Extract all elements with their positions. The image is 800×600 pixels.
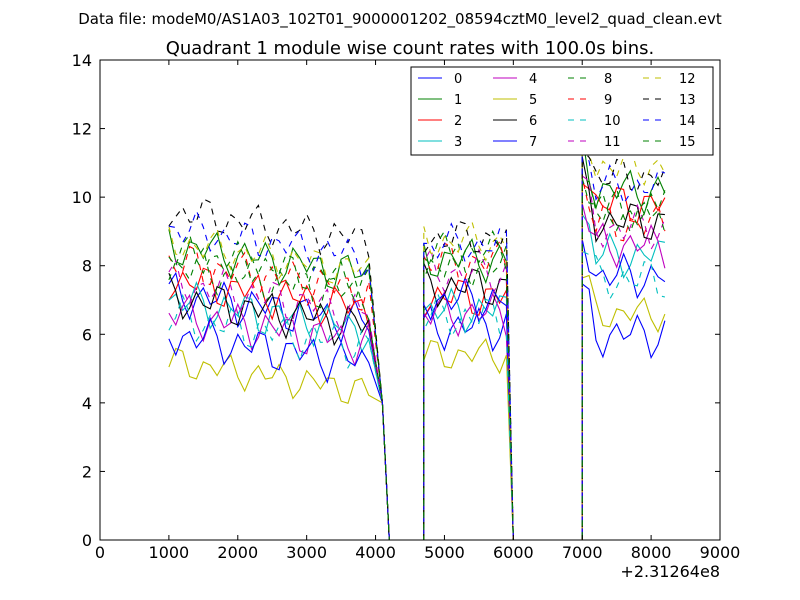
legend-label: 14 xyxy=(679,114,696,129)
y-tick-label: 4 xyxy=(82,394,92,413)
axis-ticks: 0 1000 2000 3000 4000 5000 6000 7000 8000 9000 0 2 4… xyxy=(72,51,741,562)
legend-label: 13 xyxy=(679,93,696,108)
y-tick-label: 8 xyxy=(82,257,92,276)
chart-title: Quadrant 1 module wise count rates with … xyxy=(166,38,655,59)
legend-label: 2 xyxy=(454,114,462,129)
legend-label: 7 xyxy=(529,135,537,150)
y-tick-label: 6 xyxy=(82,325,92,344)
y-tick-label: 14 xyxy=(72,51,92,70)
series-line-12 xyxy=(168,109,666,541)
x-tick-label: 8000 xyxy=(631,543,672,562)
series-line-2 xyxy=(168,182,666,541)
suptitle: Data file: modeM0/AS1A03_102T01_90000012… xyxy=(78,10,722,29)
series-line-14 xyxy=(168,143,666,541)
x-tick-label: 3000 xyxy=(286,543,327,562)
legend-label: 4 xyxy=(529,72,537,87)
y-tick-label: 10 xyxy=(72,188,92,207)
legend-label: 11 xyxy=(604,135,621,150)
series-line-5 xyxy=(168,274,666,541)
x-tick-label: 2000 xyxy=(217,543,258,562)
x-tick-label: 9000 xyxy=(700,543,741,562)
x-tick-label: 7000 xyxy=(562,543,603,562)
series-line-13 xyxy=(168,149,666,541)
legend-frame xyxy=(410,66,714,156)
legend-label: 5 xyxy=(529,93,537,108)
y-tick-label: 12 xyxy=(72,120,92,139)
legend-label: 6 xyxy=(529,114,537,129)
plot-frame xyxy=(99,59,721,541)
x-tick-label: 0 xyxy=(95,543,105,562)
x-tick-label: 5000 xyxy=(424,543,465,562)
series-line-7 xyxy=(168,239,666,541)
legend-label: 9 xyxy=(604,93,612,108)
legend-label: 3 xyxy=(454,135,462,150)
legend-label: 1 xyxy=(454,93,462,108)
x-offset-label: +2.31264e8 xyxy=(620,562,720,581)
legend-label: 12 xyxy=(679,72,696,87)
legend-label: 0 xyxy=(454,72,462,87)
series-line-3 xyxy=(168,212,666,541)
y-tick-label: 0 xyxy=(82,531,92,550)
x-tick-label: 4000 xyxy=(355,543,396,562)
series-line-0 xyxy=(168,271,666,541)
plot-lines xyxy=(168,109,666,541)
legend-label: 15 xyxy=(679,135,696,150)
series-line-15 xyxy=(168,177,666,541)
x-tick-label: 1000 xyxy=(149,543,190,562)
y-tick-label: 2 xyxy=(82,462,92,481)
legend-label: 10 xyxy=(604,114,621,129)
x-tick-label: 6000 xyxy=(493,543,534,562)
series-line-6 xyxy=(168,156,665,541)
legend-label: 8 xyxy=(604,72,612,87)
